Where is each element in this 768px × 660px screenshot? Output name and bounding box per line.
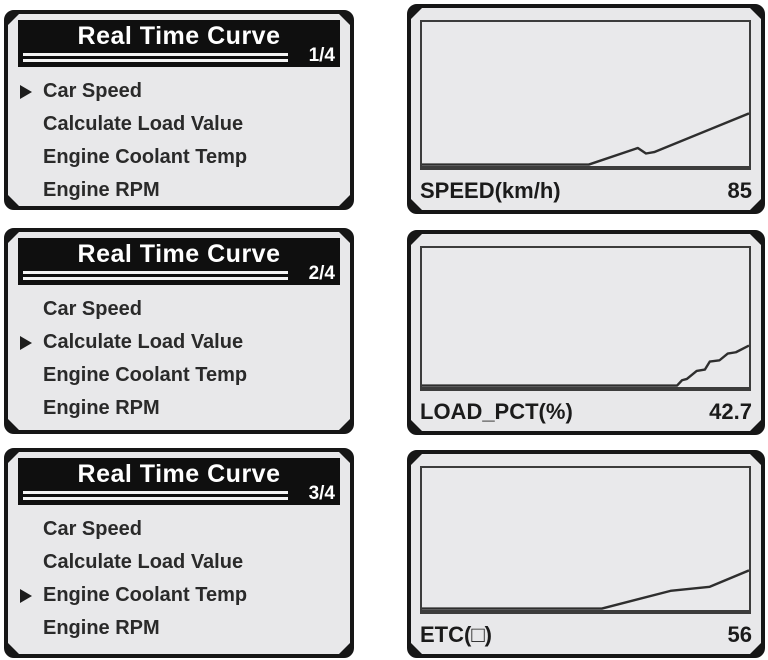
corner-chamfer xyxy=(7,194,20,207)
menu-item-car-speed[interactable]: Car Speed xyxy=(20,513,342,546)
selection-cursor-icon xyxy=(20,335,32,350)
menu-item-label: Engine RPM xyxy=(43,617,160,639)
menu-item-label: Car Speed xyxy=(43,80,142,102)
corner-chamfer xyxy=(7,642,20,655)
graph-screen-speed: SPEED(km/h) 85 xyxy=(407,4,765,214)
menu-item-label: Calculate Load Value xyxy=(43,551,244,573)
menu-item-calculate-load-value[interactable]: Calculate Load Value xyxy=(20,108,342,141)
menu-item-label: Car Speed xyxy=(43,518,142,540)
page-indicator: 3/4 xyxy=(308,483,335,504)
double-rule-icon xyxy=(23,53,288,62)
menu-item-engine-coolant-temp[interactable]: Engine Coolant Temp xyxy=(20,141,342,174)
graph-footer: LOAD_PCT(%) 42.7 xyxy=(411,391,761,431)
menu-item-label: Engine Coolant Temp xyxy=(43,146,248,168)
parameter-value: 56 xyxy=(727,622,752,647)
corner-chamfer xyxy=(410,453,423,466)
graph-footer: ETC(□) 56 xyxy=(411,614,761,654)
graph-footer: SPEED(km/h) 85 xyxy=(411,170,761,210)
graph-screen-etc: ETC(□) 56 xyxy=(407,450,765,658)
titlebar: Real Time Curve 1/4 xyxy=(18,20,340,67)
menu-item-label: Engine Coolant Temp xyxy=(43,584,248,606)
menu-item-engine-rpm[interactable]: Engine RPM xyxy=(20,612,342,645)
corner-chamfer xyxy=(749,453,762,466)
parameter-label: LOAD_PCT(%) xyxy=(420,399,573,424)
menu-item-label: Engine Coolant Temp xyxy=(43,364,248,386)
menu-item-engine-rpm[interactable]: Engine RPM xyxy=(20,174,342,207)
menu-item-label: Calculate Load Value xyxy=(43,113,244,135)
menu-item-label: Engine RPM xyxy=(43,397,160,419)
menu-item-label: Car Speed xyxy=(43,298,142,320)
menu-item-car-speed[interactable]: Car Speed xyxy=(20,293,342,326)
menu-list: Car Speed Calculate Load Value Engine Co… xyxy=(20,75,342,207)
parameter-label: ETC(□) xyxy=(420,622,492,647)
etc-curve xyxy=(422,468,749,610)
corner-chamfer xyxy=(749,7,762,20)
selection-cursor-icon xyxy=(20,84,32,99)
menu-item-label: Calculate Load Value xyxy=(43,331,244,353)
menu-item-engine-coolant-temp[interactable]: Engine Coolant Temp xyxy=(20,359,342,392)
corner-chamfer xyxy=(749,233,762,246)
parameter-value: 42.7 xyxy=(709,399,752,424)
curve-plot-area xyxy=(420,20,751,170)
menu-screen-2: Real Time Curve 2/4 Car Speed Calculate … xyxy=(4,228,354,434)
parameter-label: SPEED(km/h) xyxy=(420,178,561,203)
titlebar: Real Time Curve 3/4 xyxy=(18,458,340,505)
titlebar: Real Time Curve 2/4 xyxy=(18,238,340,285)
screen-title: Real Time Curve xyxy=(77,460,281,488)
menu-item-car-speed[interactable]: Car Speed xyxy=(20,75,342,108)
parameter-value: 85 xyxy=(727,178,752,203)
corner-chamfer xyxy=(410,7,423,20)
menu-screen-3: Real Time Curve 3/4 Car Speed Calculate … xyxy=(4,448,354,658)
selection-cursor-icon xyxy=(20,588,32,603)
screen-title: Real Time Curve xyxy=(77,240,281,268)
graph-screen-load-pct: LOAD_PCT(%) 42.7 xyxy=(407,230,765,435)
curve-plot-area xyxy=(420,246,751,391)
speed-curve xyxy=(422,22,749,166)
double-rule-icon xyxy=(23,491,288,500)
page-indicator: 1/4 xyxy=(308,45,335,66)
corner-chamfer xyxy=(410,233,423,246)
menu-screen-1: Real Time Curve 1/4 Car Speed Calculate … xyxy=(4,10,354,210)
menu-item-label: Engine RPM xyxy=(43,179,160,201)
menu-item-calculate-load-value[interactable]: Calculate Load Value xyxy=(20,326,342,359)
menu-item-engine-rpm[interactable]: Engine RPM xyxy=(20,392,342,425)
menu-list: Car Speed Calculate Load Value Engine Co… xyxy=(20,513,342,645)
double-rule-icon xyxy=(23,271,288,280)
load-pct-curve xyxy=(422,248,749,387)
menu-item-engine-coolant-temp[interactable]: Engine Coolant Temp xyxy=(20,579,342,612)
menu-item-calculate-load-value[interactable]: Calculate Load Value xyxy=(20,546,342,579)
curve-plot-area xyxy=(420,466,751,614)
menu-list: Car Speed Calculate Load Value Engine Co… xyxy=(20,293,342,425)
screen-title: Real Time Curve xyxy=(77,22,281,50)
corner-chamfer xyxy=(7,418,20,431)
page-indicator: 2/4 xyxy=(308,263,335,284)
